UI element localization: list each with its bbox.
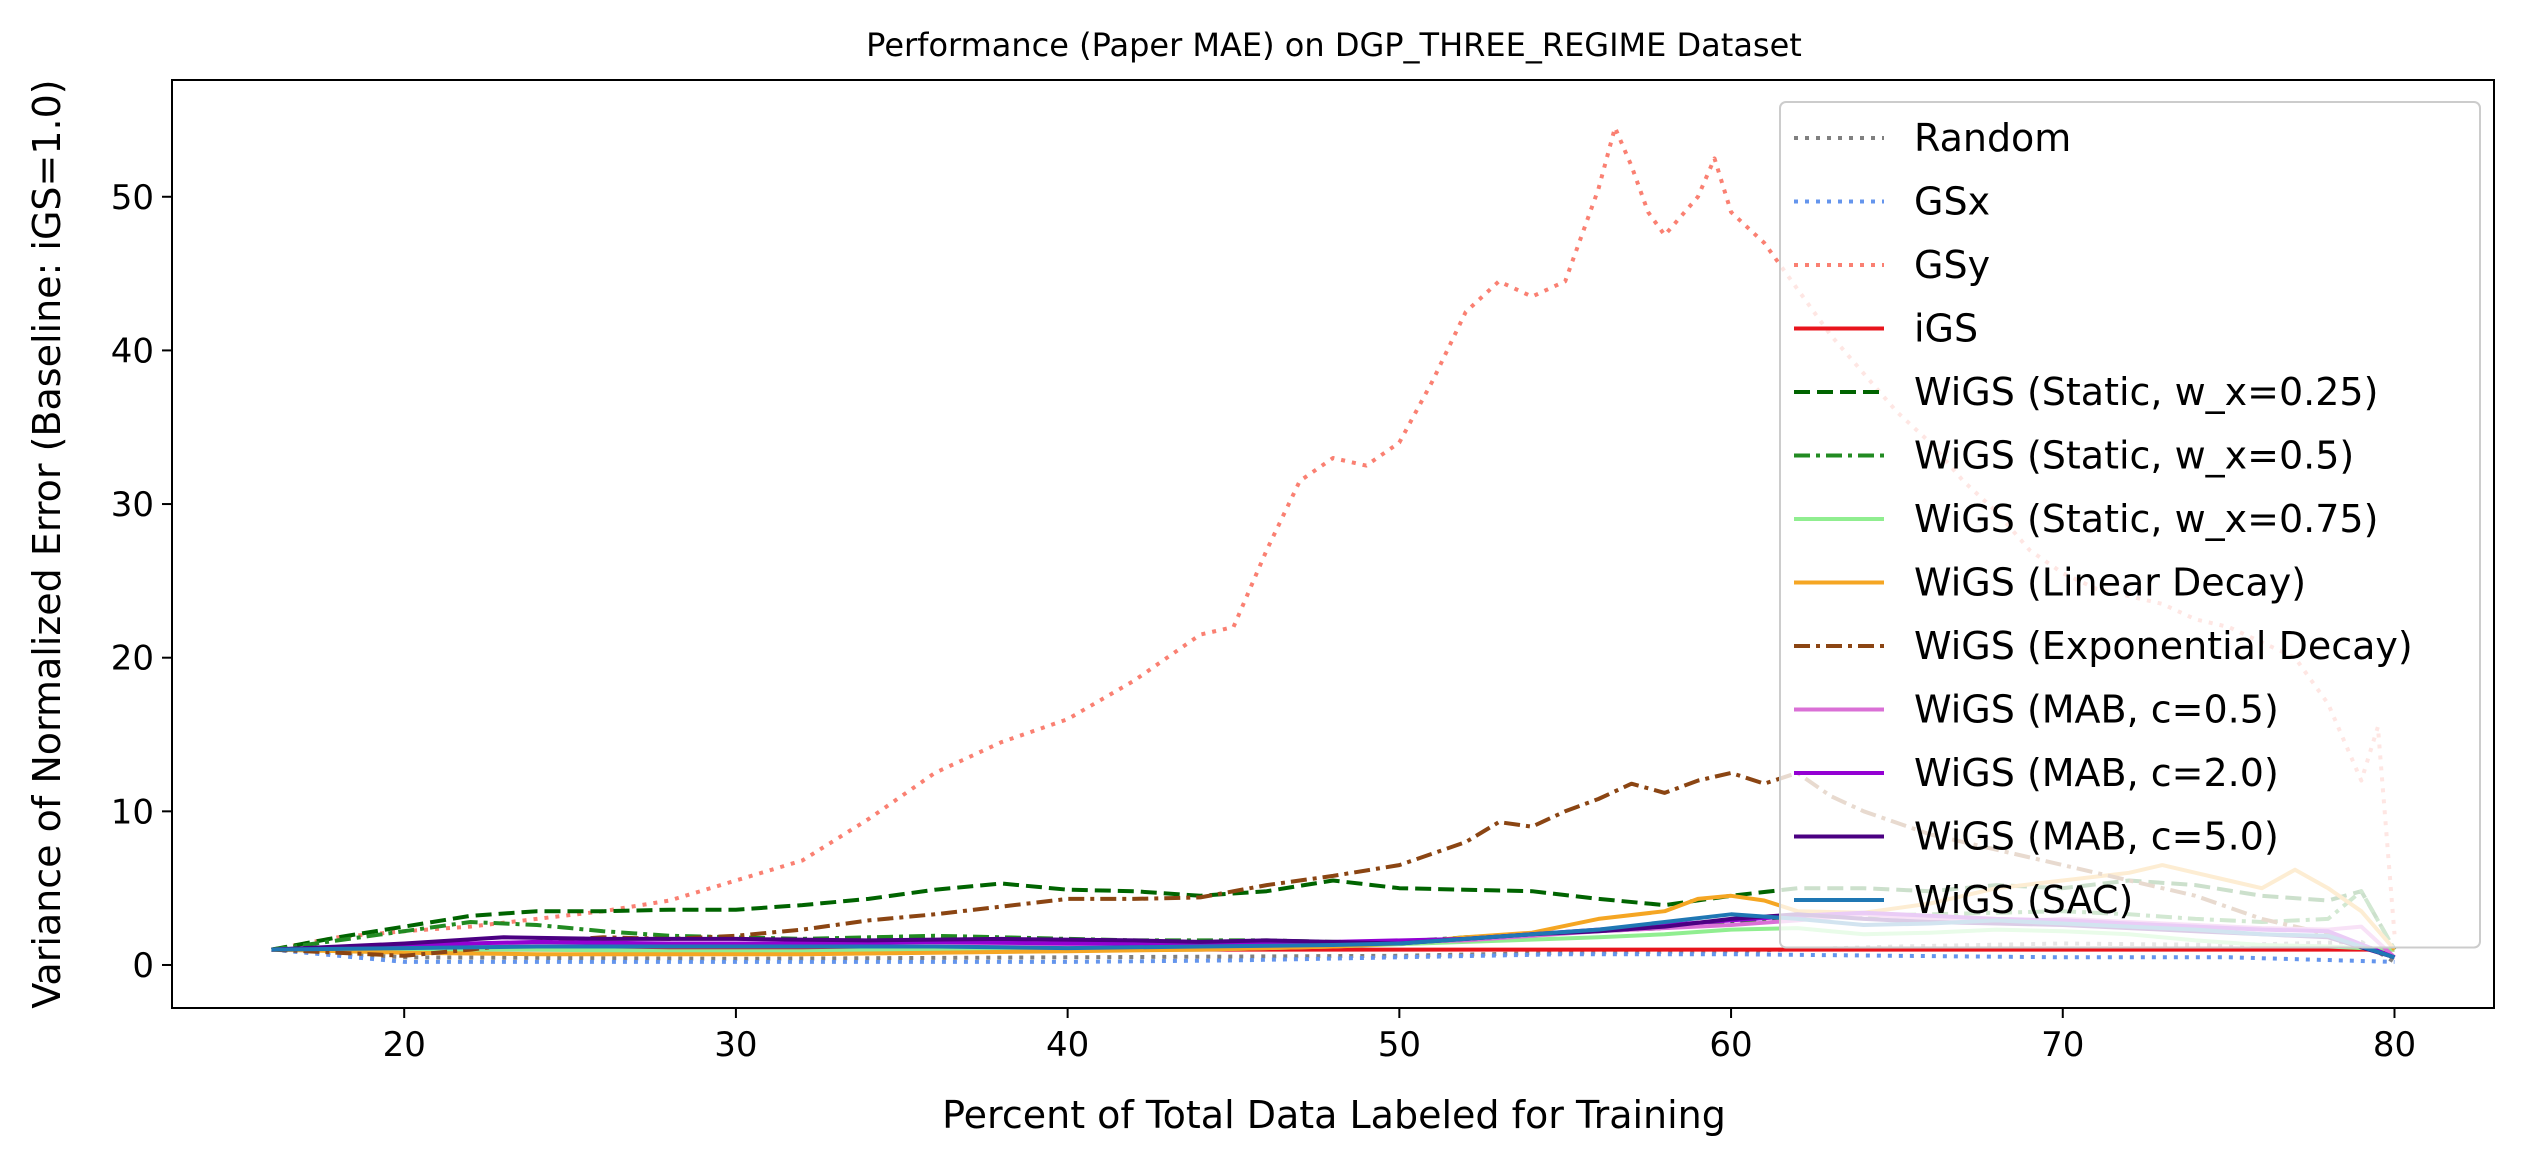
legend-label: WiGS (MAB, c=0.5): [1914, 688, 2279, 732]
legend-label: WiGS (MAB, c=5.0): [1914, 815, 2279, 859]
series-line: [271, 947, 2395, 964]
legend-label: WiGS (SAC): [1914, 878, 2133, 922]
chart-title: Performance (Paper MAE) on DGP_THREE_REG…: [866, 26, 1802, 64]
y-tick-label: 40: [111, 331, 154, 371]
x-tick-label: 50: [1378, 1025, 1421, 1065]
y-axis: 0 10 20 30 40 50: [111, 178, 172, 986]
x-axis: 20 30 40 50 60 70 80: [383, 1008, 2416, 1065]
legend-label: GSy: [1914, 243, 1990, 287]
series-line: [271, 939, 2396, 964]
legend-label: WiGS (Static, w_x=0.75): [1914, 497, 2378, 541]
y-tick-label: 20: [111, 639, 154, 679]
legend-label: Random: [1914, 116, 2071, 160]
legend-label: GSx: [1914, 180, 1990, 224]
x-tick-label: 20: [383, 1025, 426, 1065]
legend: Random GSx GSy iGS WiGS (Static, w_x=0.25) Wi…: [1779, 101, 2481, 949]
y-tick-label: 0: [132, 946, 154, 986]
legend-label: WiGS (Linear Decay): [1914, 561, 2306, 605]
legend-label: WiGS (Exponential Decay): [1914, 624, 2413, 668]
legend-label: WiGS (Static, w_x=0.25): [1914, 370, 2378, 414]
x-tick-label: 30: [714, 1025, 757, 1065]
legend-label: iGS: [1914, 307, 1978, 351]
legend-box: [1779, 101, 2481, 949]
x-tick-label: 70: [2041, 1025, 2084, 1065]
x-tick-label: 60: [1709, 1025, 1752, 1065]
y-axis-label: Variance of Normalized Error (Baseline: …: [25, 79, 69, 1008]
x-tick-label: 40: [1046, 1025, 1089, 1065]
legend-label: WiGS (Static, w_x=0.5): [1914, 434, 2354, 478]
x-axis-label: Percent of Total Data Labeled for Traini…: [942, 1093, 1726, 1137]
legend-label: WiGS (MAB, c=2.0): [1914, 751, 2279, 795]
y-tick-label: 10: [111, 792, 154, 832]
y-tick-label: 50: [111, 178, 154, 218]
x-tick-label: 80: [2373, 1025, 2416, 1065]
plot-frame: [171, 79, 2495, 1009]
y-tick-label: 30: [111, 485, 154, 525]
